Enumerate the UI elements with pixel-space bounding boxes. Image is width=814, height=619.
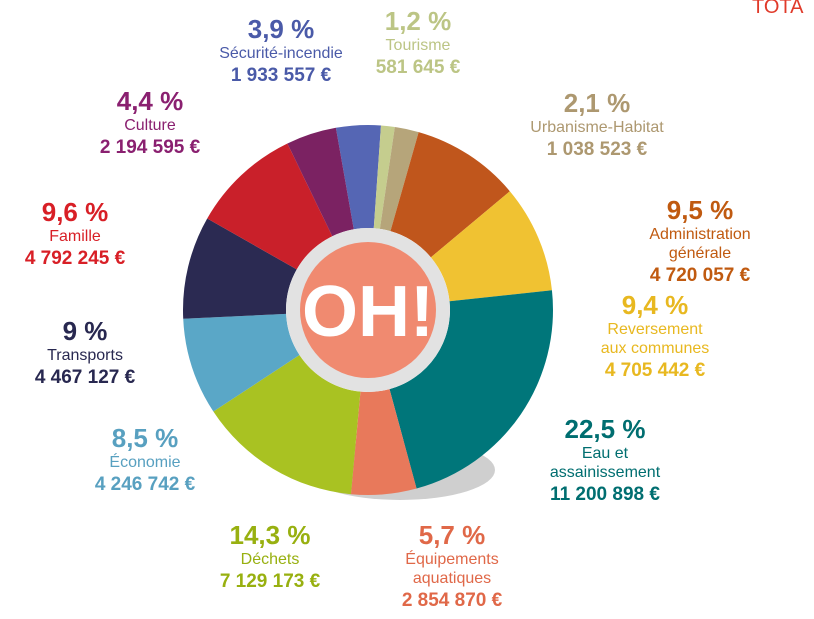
percent-label: 22,5 %: [564, 414, 646, 444]
slice-label: 9,6 % Famille 4 792 245 €: [25, 197, 125, 272]
amount-label: 7 129 173 €: [219, 571, 321, 592]
slice-label: 3,9 % Sécurité-incendie 1 933 557 €: [219, 14, 343, 89]
amount-label: 4 467 127 €: [34, 367, 136, 388]
amount-label: 4 705 442 €: [604, 360, 706, 381]
category-label: Équipements aquatiques: [405, 551, 499, 587]
slice-label: 8,5 % Économie 4 246 742 €: [95, 423, 195, 498]
category-label: Reversement aux communes: [600, 321, 710, 357]
donut-slice: [389, 290, 553, 489]
category-label: Culture: [124, 117, 176, 134]
slice-label: 9,5 % Administration générale 4 720 057 €: [643, 195, 757, 289]
logo: OH!: [302, 272, 434, 352]
category-label: Déchets: [240, 551, 300, 568]
slice-label: 9,4 % Reversement aux communes 4 705 442 €: [601, 290, 710, 384]
category-label: Famille: [49, 228, 101, 245]
percent-label: 9,5 %: [666, 195, 734, 225]
donut-slice: [213, 355, 361, 495]
percent-label: 14,3 %: [229, 520, 311, 550]
percent-label: 9,6 %: [41, 197, 109, 227]
category-label: Sécurité-incendie: [219, 45, 343, 62]
donut-slice: [287, 127, 354, 237]
category-label: Économie: [109, 454, 181, 471]
percent-label: 4,4 %: [116, 86, 184, 116]
slice-label: 4,4 % Culture 2 194 595 €: [100, 86, 200, 161]
donut-slice: [379, 126, 419, 232]
slice-label: 9 % Transports 4 467 127 €: [35, 316, 135, 391]
amount-label: 4 246 742 €: [94, 474, 196, 495]
percent-label: 2,1 %: [563, 88, 631, 118]
category-label: Administration générale: [649, 226, 751, 262]
donut-slice: [182, 218, 297, 319]
slice-label: 5,7 % Équipements aquatiques 2 854 870 €: [402, 520, 502, 614]
amount-label: 4 720 057 €: [649, 265, 751, 286]
chart-title: TOTA: [752, 0, 804, 18]
percent-label: 9,4 %: [621, 290, 689, 320]
donut-slice: [335, 125, 381, 230]
amount-label: 11 200 898 €: [550, 484, 660, 505]
logo-disc: [300, 242, 436, 378]
category-label: Tourisme: [385, 37, 451, 54]
slice-label: 14,3 % Déchets 7 129 173 €: [220, 520, 320, 595]
percent-label: 3,9 %: [247, 14, 315, 44]
category-label: Urbanisme-Habitat: [530, 119, 664, 136]
amount-label: 2 194 595 €: [99, 137, 201, 158]
percent-label: 8,5 %: [111, 423, 179, 453]
donut-slice: [183, 313, 300, 412]
amount-label: 581 645 €: [375, 57, 461, 78]
slice-label: 1,2 % Tourisme 581 645 €: [376, 6, 461, 81]
donut-slice: [430, 191, 552, 302]
slice-label: 2,1 % Urbanisme-Habitat 1 038 523 €: [530, 88, 663, 163]
amount-label: 1 933 557 €: [230, 65, 332, 86]
donut-slice: [350, 389, 417, 495]
percent-label: 5,7 %: [418, 520, 486, 550]
donut-slice: [390, 132, 510, 258]
amount-label: 2 854 870 €: [401, 590, 503, 611]
slice-label: 22,5 % Eau et assainissement 11 200 898 €: [550, 414, 660, 508]
donut-slice: [207, 143, 333, 270]
donut-slice: [373, 125, 395, 229]
category-label: Eau et assainissement: [549, 445, 661, 481]
category-label: Transports: [47, 347, 123, 364]
amount-label: 1 038 523 €: [546, 139, 648, 160]
amount-label: 4 792 245 €: [24, 248, 126, 269]
percent-label: 1,2 %: [384, 6, 452, 36]
percent-label: 9 %: [62, 316, 108, 346]
